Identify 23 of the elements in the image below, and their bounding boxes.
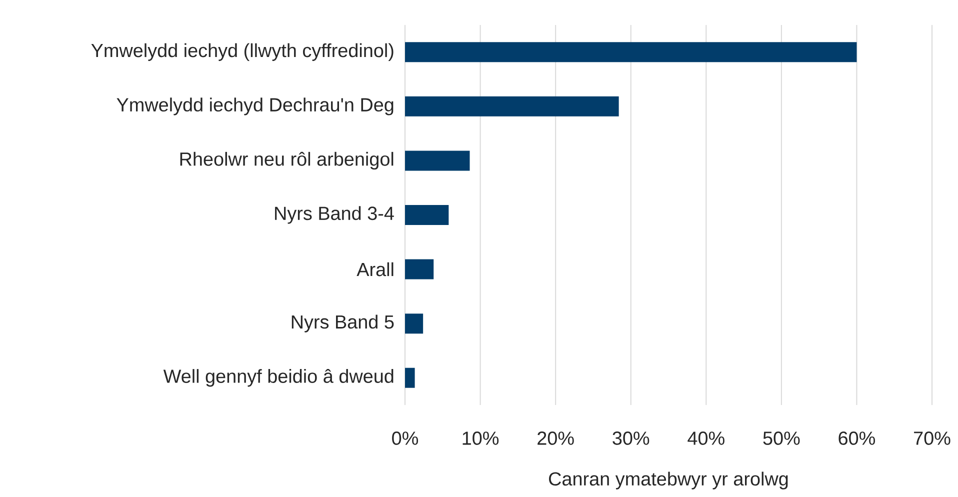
x-tick-label: 50% <box>763 432 800 445</box>
bar <box>405 42 857 62</box>
y-tick-label: Arall <box>356 262 394 276</box>
x-tick-label: 0% <box>392 432 418 445</box>
y-tick-label: Ymwelydd iechyd (llwyth cyffredinol) <box>91 43 394 61</box>
x-tick-label: 70% <box>914 432 950 445</box>
bar <box>405 314 424 334</box>
x-axis-title: Canran ymatebwyr yr arolwg <box>549 472 788 490</box>
bar <box>405 96 619 116</box>
x-tick-label: 30% <box>612 432 650 445</box>
y-tick-label: Nyrs Band 3-4 <box>275 206 394 224</box>
bar <box>405 150 470 171</box>
bar <box>405 259 434 280</box>
x-tick-label: 10% <box>462 432 499 445</box>
bar <box>405 368 415 388</box>
x-tick-label: 20% <box>538 432 574 445</box>
bar <box>405 204 449 225</box>
y-tick-label: Well gennyf beidio â dweud <box>163 368 394 387</box>
x-tick-label: 40% <box>688 432 724 445</box>
y-tick-label: Nyrs Band 5 <box>292 314 394 332</box>
y-tick-label: Ymwelydd iechyd Dechrau'n Deg <box>116 98 394 116</box>
x-tick-label: 60% <box>838 432 875 445</box>
y-tick-label: Rheolwr neu rôl arbenigol <box>180 152 394 170</box>
